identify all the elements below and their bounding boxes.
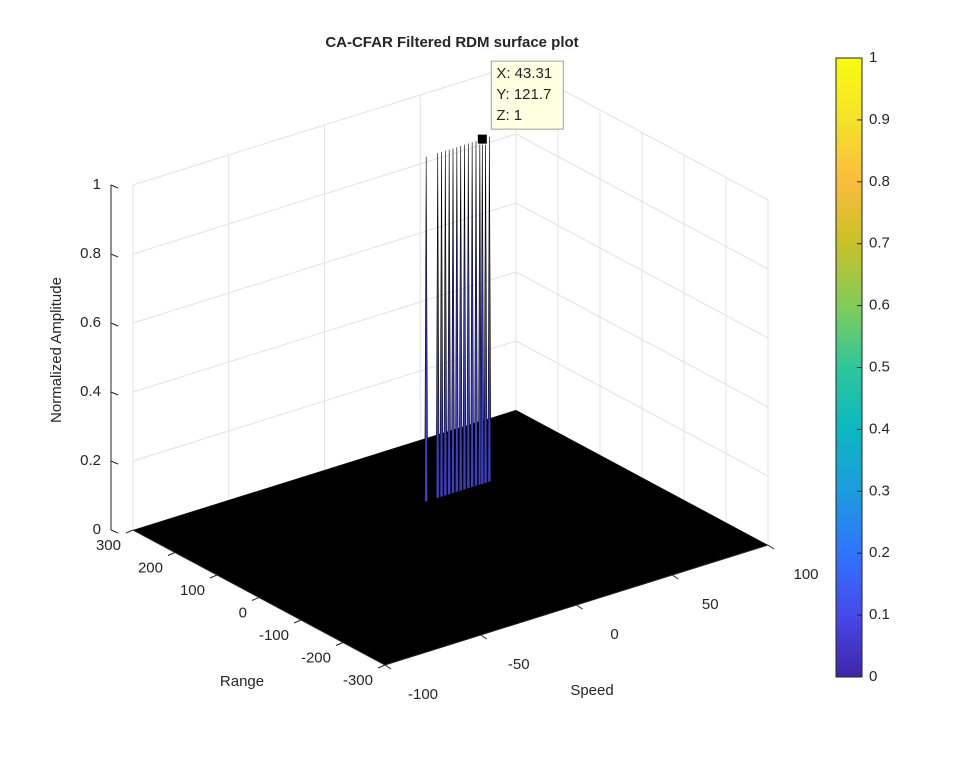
y-tick-label: 100 [180,582,205,599]
surface-spike [477,139,482,486]
colorbar-tick-label: 0.6 [869,297,890,314]
colorbar-tick-label: 1 [869,49,877,66]
surface-spike [487,136,492,483]
z-tick [110,529,119,534]
z-tick-label: 0.6 [80,314,101,331]
colorbar-tick-label: 0.3 [869,482,890,499]
y-tick [377,664,386,669]
colorbar-tick-label: 0.8 [869,173,890,190]
y-tick-label: 300 [96,537,121,554]
y-tick [167,552,176,556]
surface-spike [424,156,429,503]
surface-spike [455,147,459,494]
colorbar-tick-label: 0.9 [869,111,890,128]
z-tick-label: 1 [93,176,101,193]
surface-spike [462,144,467,491]
datatip-label: X: 43.31 [496,65,552,82]
y-tick [335,642,344,646]
surface-spike [466,143,471,490]
z-axis-label: Normalized Amplitude [48,277,65,423]
y-tick-label: -200 [301,649,331,666]
x-tick-label: -100 [408,686,438,703]
z-tick [110,184,119,189]
x-tick [480,634,488,640]
surface-spike [451,148,455,495]
colorbar-tick-label: 0.2 [869,544,890,561]
z-tick [110,460,119,465]
x-axis-label: Speed [570,682,613,699]
z-tick [110,391,119,396]
surface-spike [474,141,478,488]
x-tick [671,574,679,580]
surface-spike [458,145,463,492]
x-tick-label: 100 [793,566,818,583]
z-tick-label: 0.8 [80,245,101,262]
y-tick-label: 0 [239,604,247,621]
y-tick [293,619,302,624]
surface-spike [435,153,440,500]
datatip-label: Z: 1 [496,107,522,124]
x-tick [576,604,583,610]
colorbar-tick-label: 0 [869,668,877,685]
datatip-box [490,60,564,130]
x-tick-label: 50 [702,596,719,613]
colorbar-tick-label: 0.1 [869,606,890,623]
y-tick-label: -100 [259,627,289,644]
colorbar-tick-label: 0.4 [869,420,890,437]
datatip-marker [476,133,488,145]
y-tick [209,574,218,579]
y-tick [251,597,260,601]
surface-spike [480,139,485,486]
x-tick-label: 0 [610,626,618,643]
colorbar-tick-label: 0.7 [869,235,890,252]
surface-spike [470,142,474,489]
z-tick [110,253,119,258]
z-tick-label: 0.4 [80,383,101,400]
y-tick-label: 200 [138,559,163,576]
surface-spike [443,150,448,497]
z-tick-label: 0 [93,521,101,538]
x-tick [384,664,392,670]
x-tick-label: -50 [508,656,530,673]
chart-title: CA-CFAR Filtered RDM surface plot [325,34,578,51]
x-tick [767,544,775,550]
y-axis-label: Range [220,673,264,690]
y-tick [125,529,134,534]
surface-floor [133,410,768,665]
surface-spike [483,138,488,485]
z-tick [110,322,119,327]
surface-spike [439,151,444,498]
colorbar-tick-label: 0.5 [869,358,890,375]
y-tick-label: -300 [343,672,373,689]
datatip-label: Y: 121.7 [496,86,551,103]
z-tick-label: 0.2 [80,452,101,469]
surface-spike [447,149,452,496]
